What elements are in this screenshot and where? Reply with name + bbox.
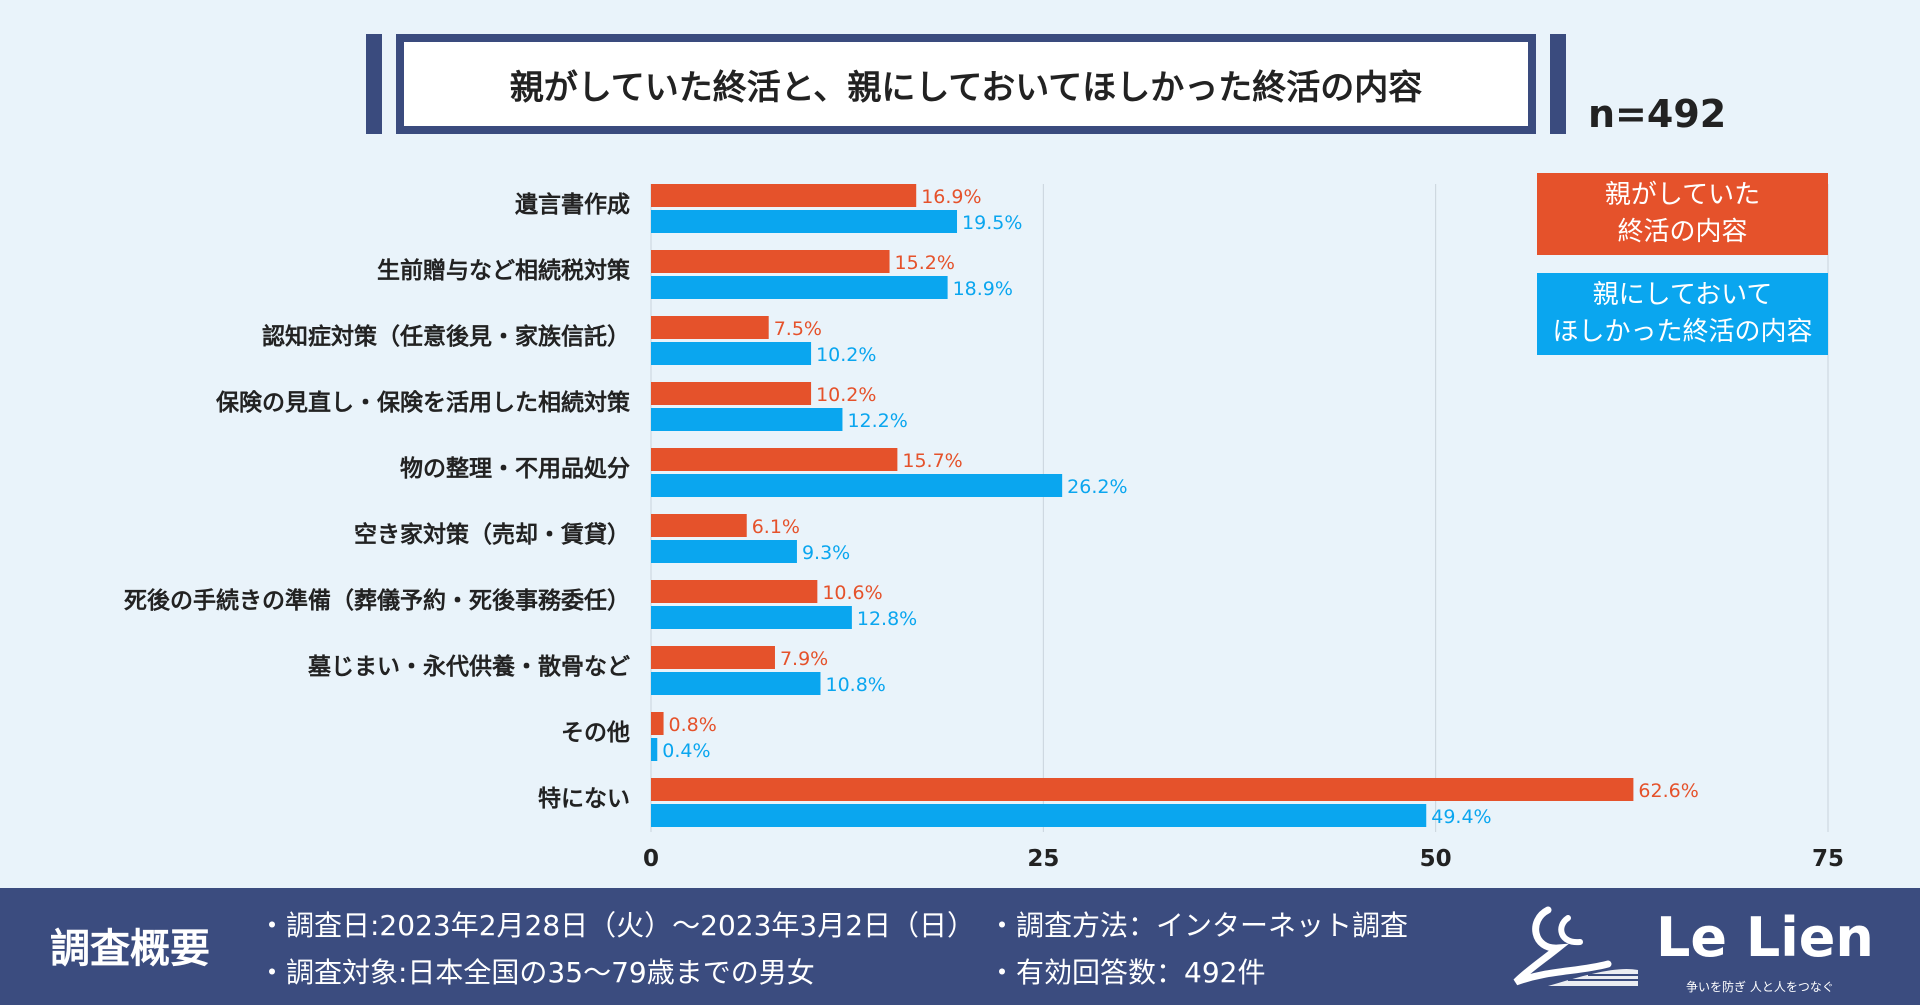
- title-frame: 親がしていた終活と、親にしておいてほしかった終活の内容: [366, 34, 1566, 134]
- data-label: 19.5%: [962, 212, 1022, 234]
- data-label: 7.5%: [774, 318, 822, 340]
- bar-wanted: [651, 804, 1427, 827]
- bar-wanted: [651, 210, 958, 233]
- data-label: 16.9%: [921, 186, 981, 208]
- bar-wanted: [651, 540, 797, 563]
- category-label: 認知症対策（任意後見・家族信託）: [262, 323, 630, 350]
- legend-item-parents-did: 親がしていた 終活の内容: [1537, 173, 1828, 255]
- category-label: 生前贈与など相続税対策: [377, 257, 631, 284]
- category-label: 死後の手続きの準備（葬儀予約・死後事務委任）: [124, 587, 630, 614]
- category-label: その他: [561, 720, 630, 746]
- bar-did: [651, 316, 769, 339]
- data-label: 49.4%: [1431, 806, 1491, 828]
- le-lien-logo: Le Lien 争いを防ぎ 人と人をつなぐ: [1508, 900, 1874, 996]
- bar-did: [651, 712, 664, 735]
- bar-did: [651, 778, 1634, 801]
- bar-wanted: [651, 342, 812, 365]
- data-label: 10.6%: [822, 582, 882, 604]
- survey-summary: 調査概要 ・調査日:2023年2月28日（火）～2023年3月2日（日） ・調査…: [0, 888, 1920, 1005]
- data-label: 7.9%: [780, 648, 828, 670]
- survey-summary-heading: 調査概要: [50, 926, 210, 972]
- data-label: 6.1%: [752, 516, 800, 538]
- category-label: 特にない: [538, 786, 630, 812]
- title-right-bar: [1550, 34, 1566, 134]
- data-label: 18.9%: [953, 278, 1013, 300]
- data-label: 15.2%: [895, 252, 955, 274]
- survey-method: ・調査方法：インターネット調査: [988, 909, 1409, 942]
- survey-target: ・調査対象:日本全国の35～79歳までの男女: [258, 956, 815, 989]
- data-label: 10.8%: [825, 674, 885, 696]
- bar-chart: 0 25 50 75 遺言書作成 16.9% 19.5% 生前贈与など相続税対策 15.2% 18…: [124, 184, 1844, 872]
- bar-wanted: [651, 738, 658, 761]
- survey-date: ・調査日:2023年2月28日（火）～2023年3月2日（日）: [258, 909, 976, 942]
- data-label: 0.4%: [662, 740, 710, 762]
- valid-responses: ・有効回答数：492件: [988, 956, 1266, 989]
- chart-title: 親がしていた終活と、親にしておいてほしかった終活の内容: [404, 42, 1528, 126]
- data-label: 26.2%: [1067, 476, 1127, 498]
- legend-item-wanted: 親にしておいて ほしかった終活の内容: [1537, 273, 1828, 355]
- logo-wordmark: Le Lien: [1656, 906, 1874, 969]
- data-label: 12.2%: [847, 410, 907, 432]
- data-label: 9.3%: [802, 542, 850, 564]
- x-tick-label: 25: [1027, 846, 1059, 872]
- bar-wanted: [651, 474, 1063, 497]
- wave-logo-icon: [1513, 906, 1638, 986]
- x-tick-label: 75: [1812, 846, 1844, 872]
- x-tick-label: 50: [1420, 846, 1452, 872]
- data-label: 0.8%: [669, 714, 717, 736]
- category-label: 保険の見直し・保険を活用した相続対策: [215, 389, 631, 416]
- x-tick-label: 0: [643, 846, 659, 872]
- bar-wanted: [651, 672, 821, 695]
- bar-did: [651, 382, 812, 405]
- title-left-bar: [366, 34, 382, 134]
- category-label: 遺言書作成: [515, 191, 630, 218]
- category-label: 物の整理・不用品処分: [400, 455, 630, 482]
- bar-did: [651, 580, 818, 603]
- bar-did: [651, 646, 775, 669]
- bar-wanted: [651, 408, 843, 431]
- category-label: 空き家対策（売却・賃貸）: [354, 521, 630, 548]
- data-label: 62.6%: [1638, 780, 1698, 802]
- data-label: 12.8%: [857, 608, 917, 630]
- logo-tagline: 争いを防ぎ 人と人をつなぐ: [1686, 980, 1834, 994]
- data-label: 10.2%: [816, 384, 876, 406]
- bar-did: [651, 448, 898, 471]
- sample-size: n=492: [1588, 92, 1727, 136]
- data-label: 10.2%: [816, 344, 876, 366]
- bar-did: [651, 184, 917, 207]
- bar-wanted: [651, 276, 948, 299]
- title-box: 親がしていた終活と、親にしておいてほしかった終活の内容: [396, 34, 1536, 134]
- bar-did: [651, 514, 747, 537]
- bar-wanted: [651, 606, 852, 629]
- data-label: 15.7%: [902, 450, 962, 472]
- category-label: 墓じまい・永代供養・散骨など: [307, 653, 630, 680]
- bar-did: [651, 250, 890, 273]
